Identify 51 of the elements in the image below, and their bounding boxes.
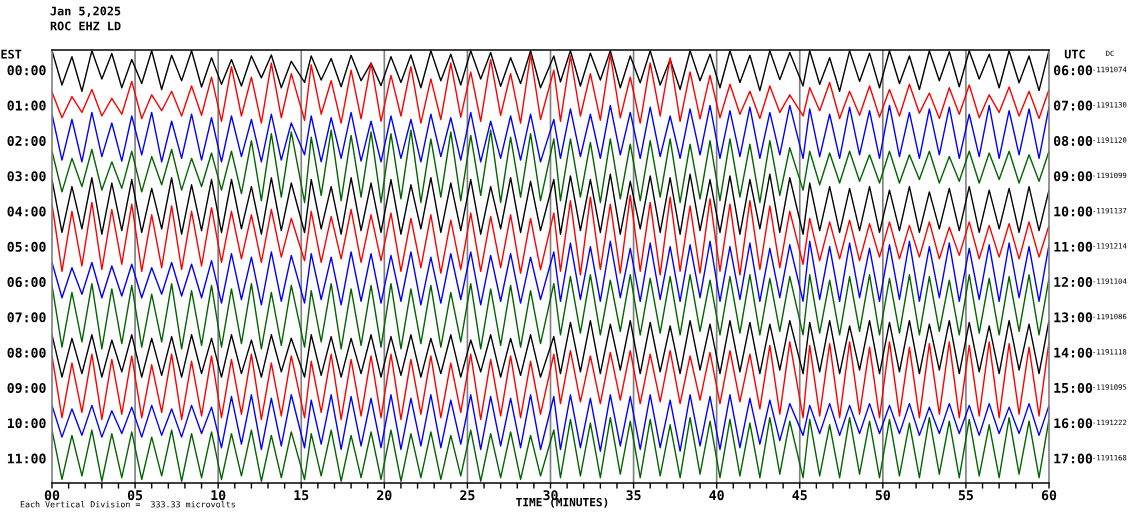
y-axis-title: EST	[1, 49, 22, 59]
y-tick-label: 07:00	[7, 312, 46, 323]
y2-tick-label: 09:00	[1053, 171, 1093, 182]
y-tick-label: 05:00	[7, 241, 46, 252]
y-tick-label: 09:00	[7, 382, 46, 393]
y2-axis-title: UTC	[1064, 49, 1085, 59]
y2-tick-label: 16:00	[1054, 418, 1093, 429]
x-tick-label: 25	[460, 490, 475, 501]
y-tick-label: 03:00	[7, 171, 46, 182]
line-series	[52, 129, 1049, 204]
y-tick-label: 00:00	[7, 65, 46, 76]
chart-title: Jan 5,2025	[50, 6, 121, 17]
line-series	[52, 274, 1049, 350]
line-series	[52, 104, 1049, 163]
x-tick-label: 55	[958, 490, 973, 501]
x-tick-label: 45	[792, 490, 807, 501]
chart-subtitle: ROC EHZ LD	[50, 21, 121, 31]
line-series	[52, 240, 1049, 306]
y-tick-label: 06:00	[7, 277, 46, 288]
x-tick-label: 35	[626, 490, 641, 501]
line-series	[52, 319, 1049, 378]
y2-tick-label: 07:00	[1053, 100, 1093, 111]
x-tick-label: 50	[875, 490, 890, 501]
x-tick-label: 00	[44, 490, 60, 501]
x-tick-label: 10	[211, 490, 226, 501]
y2-tick-label: 08:00	[1053, 135, 1093, 146]
x-tick-label: 60	[1041, 490, 1057, 501]
line-series	[52, 53, 1049, 124]
x-tick-label: 20	[377, 490, 392, 501]
y2-tick-label: 12:00	[1054, 277, 1093, 288]
line-series	[52, 173, 1049, 235]
line-series	[52, 341, 1049, 421]
x-tick-label: 40	[709, 490, 724, 501]
text: Each Vertical Division = 333.33 microvolts	[20, 500, 235, 508]
x-tick-label: 15	[294, 490, 309, 501]
x-tick-label: 05	[127, 490, 143, 501]
y2-tick-label: 11:00	[1054, 241, 1093, 252]
line-series	[52, 394, 1049, 452]
y2-tick-label: 14:00	[1054, 347, 1093, 358]
y-tick-label: 11:00	[7, 453, 46, 464]
y-tick-label: 04:00	[7, 206, 46, 217]
y-tick-label: 10:00	[7, 418, 46, 429]
y-tick-label: 08:00	[7, 347, 46, 358]
line-series	[52, 194, 1049, 276]
y2-tick-label: 15:00	[1054, 382, 1093, 393]
y2-tick-label: 13:00	[1054, 312, 1093, 323]
y2-tick-label: 10:00	[1054, 206, 1093, 217]
y2-tick-label: 17:00	[1054, 453, 1093, 464]
y-tick-label: 01:00	[7, 100, 46, 111]
y2-tick-label: 06:00	[1053, 65, 1093, 76]
y-tick-label: 02:00	[7, 135, 46, 146]
